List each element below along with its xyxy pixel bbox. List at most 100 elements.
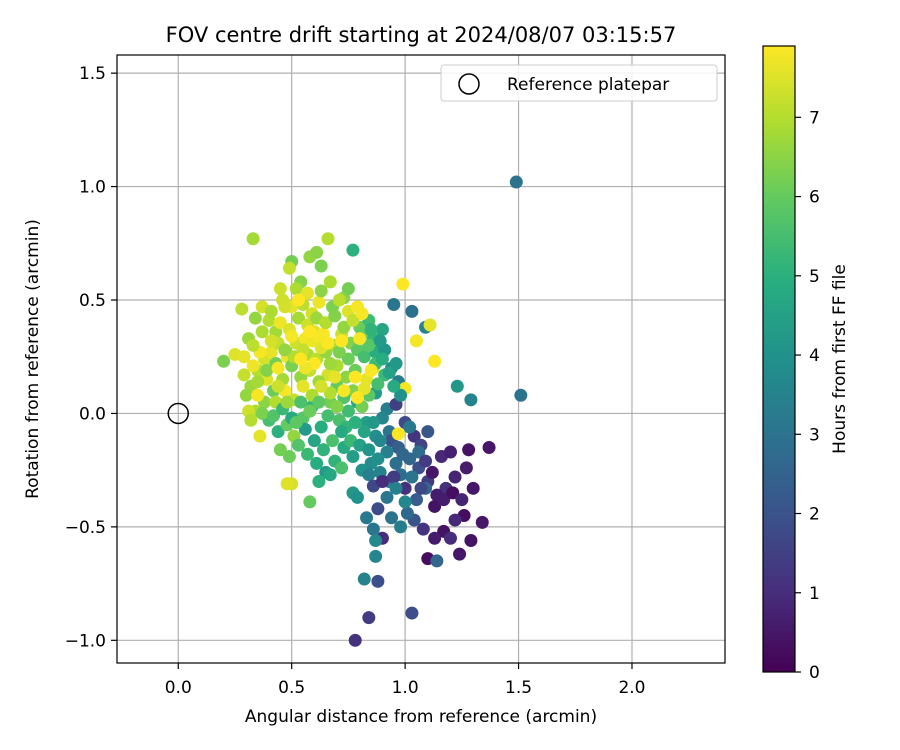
data-point [251, 388, 265, 402]
data-point [414, 481, 428, 495]
data-point [514, 388, 528, 402]
colorbar: 0 1 2 3 4 5 6 7 Hours from first FF file [762, 45, 850, 683]
data-point [294, 352, 308, 366]
data-point [419, 454, 433, 468]
colorbar-tick-label: 5 [809, 267, 820, 287]
colorbar-ticks: 0 1 2 3 4 5 6 7 [795, 108, 820, 683]
x-tick-label: 2.0 [618, 678, 645, 698]
data-point [369, 549, 383, 563]
data-point [310, 245, 324, 259]
data-point [391, 427, 405, 441]
data-point [350, 391, 364, 405]
data-point [459, 461, 473, 475]
y-tick-label: 1.5 [79, 64, 106, 84]
data-point [312, 475, 326, 489]
data-point [380, 490, 394, 504]
data-point [319, 316, 333, 330]
data-point [314, 420, 328, 434]
data-point [271, 379, 285, 393]
data-point [335, 425, 349, 439]
data-point [357, 425, 371, 439]
data-point [271, 361, 285, 375]
data-point [462, 443, 476, 457]
data-point [400, 506, 414, 520]
data-point [450, 379, 464, 393]
data-point [387, 379, 401, 393]
data-point [335, 334, 349, 348]
data-point [357, 350, 371, 364]
data-point [244, 413, 258, 427]
data-point [251, 375, 265, 389]
data-point [371, 502, 385, 516]
data-point [346, 243, 360, 257]
data-point [389, 357, 403, 371]
data-point [405, 304, 419, 318]
data-point [296, 379, 310, 393]
data-point [321, 336, 335, 350]
colorbar-tick-label: 2 [809, 505, 820, 525]
data-point [321, 232, 335, 246]
data-point [380, 445, 394, 459]
data-point [321, 409, 335, 423]
colorbar-tick-label: 7 [809, 108, 820, 128]
data-point [373, 334, 387, 348]
colorbar-frame [762, 45, 796, 673]
data-point [394, 388, 408, 402]
data-point [409, 334, 423, 348]
data-point [246, 232, 260, 246]
legend-box [440, 64, 718, 102]
data-point [357, 572, 371, 586]
data-point [375, 352, 389, 366]
data-point [330, 400, 344, 414]
data-point [217, 354, 231, 368]
data-point [385, 511, 399, 525]
data-point [294, 395, 308, 409]
y-tick-label: 0.0 [79, 404, 106, 424]
data-point [348, 633, 362, 647]
data-point [271, 425, 285, 439]
data-point [389, 481, 403, 495]
data-point [403, 420, 417, 434]
chart-title: FOV centre drift starting at 2024/08/07 … [166, 23, 677, 47]
data-point [341, 282, 355, 296]
data-point [348, 370, 362, 384]
data-point [355, 307, 369, 321]
data-point [326, 434, 340, 448]
data-point [396, 447, 410, 461]
data-point [273, 443, 287, 457]
data-point [443, 445, 457, 459]
data-point [423, 318, 437, 332]
data-point [398, 481, 412, 495]
data-point [357, 381, 371, 395]
y-tick-label: 1.0 [79, 178, 106, 198]
y-tick-label: −1.0 [65, 631, 106, 651]
data-point [428, 354, 442, 368]
data-point [307, 434, 321, 448]
data-point [303, 325, 317, 339]
data-point [475, 515, 489, 529]
data-point [448, 513, 462, 527]
data-point [310, 456, 324, 470]
data-point [255, 325, 269, 339]
data-point [428, 531, 442, 545]
data-point [375, 475, 389, 489]
data-point [264, 304, 278, 318]
data-point [362, 611, 376, 625]
data-point [280, 477, 294, 491]
data-point [398, 495, 412, 509]
y-tick-label: 0.5 [79, 291, 106, 311]
data-point [430, 554, 444, 568]
data-point [421, 425, 435, 439]
gridlines [117, 55, 725, 663]
data-point [312, 295, 326, 309]
data-point [387, 470, 401, 484]
data-point [312, 395, 326, 409]
data-point [366, 522, 380, 536]
data-point [428, 499, 442, 513]
data-point [264, 334, 278, 348]
data-point [371, 452, 385, 466]
data-point [264, 345, 278, 359]
data-point [323, 275, 337, 289]
data-point [466, 481, 480, 495]
